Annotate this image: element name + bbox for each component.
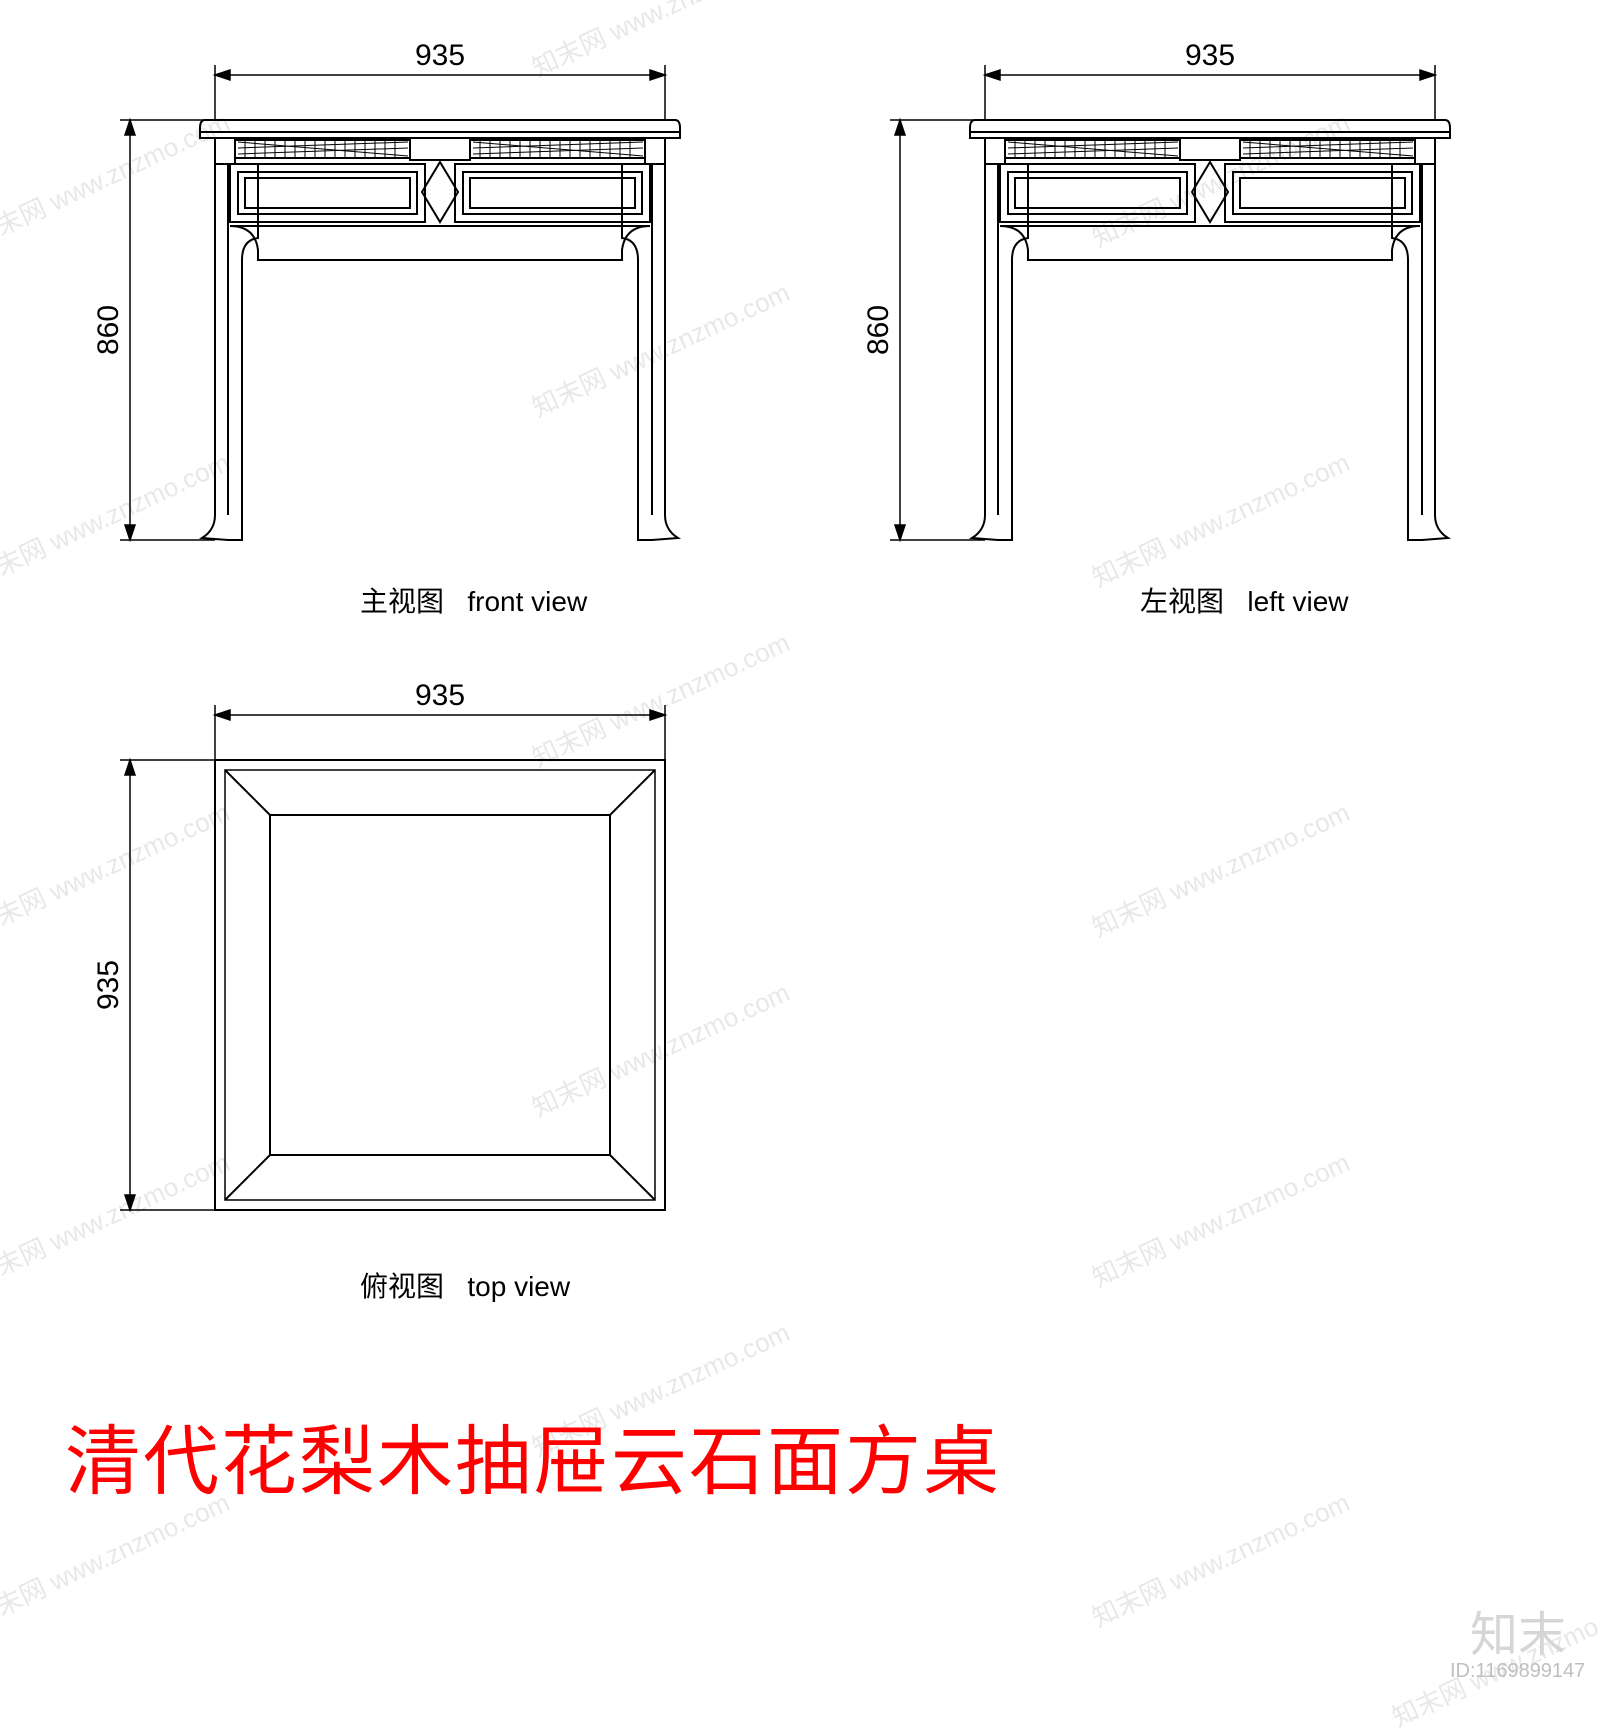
dim-top-top-value: 935	[415, 679, 465, 712]
brand-corner: 知末	[1470, 1595, 1566, 1665]
watermark: 知末网 www.znzmo.com	[1085, 1483, 1355, 1635]
dim-left-front	[120, 120, 215, 540]
left-caption-cn: 左视图	[1140, 586, 1224, 617]
dim-top-left-value: 935	[1185, 39, 1235, 72]
front-table	[200, 120, 680, 540]
dim-left-front-value: 860	[92, 305, 125, 355]
front-caption-en: front view	[467, 586, 587, 617]
id-tag: ID:1169899147	[1450, 1660, 1585, 1683]
dim-left-top-value: 935	[92, 960, 125, 1010]
dim-top-front-value: 935	[415, 39, 465, 72]
front-caption-cn: 主视图	[360, 586, 444, 617]
page-title: 清代花梨木抽屉云石面方桌	[65, 1400, 1001, 1510]
dim-top-front	[215, 65, 665, 120]
top-caption-en: top view	[467, 1271, 570, 1302]
top-view-drawing: 935 935	[80, 660, 780, 1310]
front-view-drawing: 935 860	[80, 20, 780, 640]
left-caption-en: left view	[1247, 586, 1348, 617]
left-caption: 左视图 left view	[1140, 580, 1349, 620]
left-view-drawing: 935 860	[850, 20, 1550, 640]
top-caption: 俯视图 top view	[360, 1265, 570, 1305]
dim-left-left-value: 860	[862, 305, 895, 355]
watermark: 知末网 www.znzmo.com	[1085, 793, 1355, 945]
top-table	[215, 760, 665, 1210]
top-caption-cn: 俯视图	[360, 1271, 444, 1302]
front-caption: 主视图 front view	[360, 580, 587, 620]
watermark: 知末网 www.znzmo.com	[1085, 1143, 1355, 1295]
